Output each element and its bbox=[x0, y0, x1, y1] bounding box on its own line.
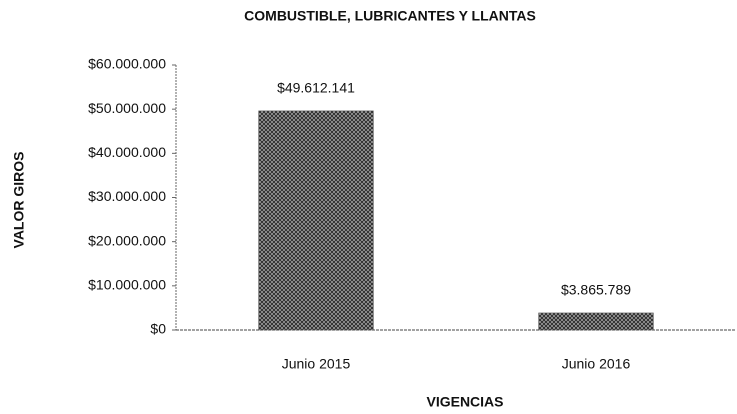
y-tick-label: $60.000.000 bbox=[88, 56, 166, 72]
bar bbox=[258, 110, 374, 331]
bar bbox=[538, 312, 654, 331]
y-tick-label: $0 bbox=[150, 321, 166, 337]
value-label: $49.612.141 bbox=[277, 80, 355, 96]
value-label: $3.865.789 bbox=[561, 282, 631, 298]
y-tick-label: $30.000.000 bbox=[88, 188, 166, 204]
y-tick-label: $10.000.000 bbox=[88, 277, 166, 293]
y-tick-label: $50.000.000 bbox=[88, 100, 166, 116]
chart-title: COMBUSTIBLE, LUBRICANTES Y LLANTAS bbox=[244, 8, 536, 24]
y-tick-label: $40.000.000 bbox=[88, 144, 166, 160]
x-tick-label: Junio 2016 bbox=[562, 356, 631, 372]
x-axis-label: VIGENCIAS bbox=[426, 394, 503, 410]
y-axis-label: VALOR GIROS bbox=[11, 152, 27, 249]
y-tick-label: $20.000.000 bbox=[88, 232, 166, 248]
x-tick-label: Junio 2015 bbox=[282, 356, 351, 372]
